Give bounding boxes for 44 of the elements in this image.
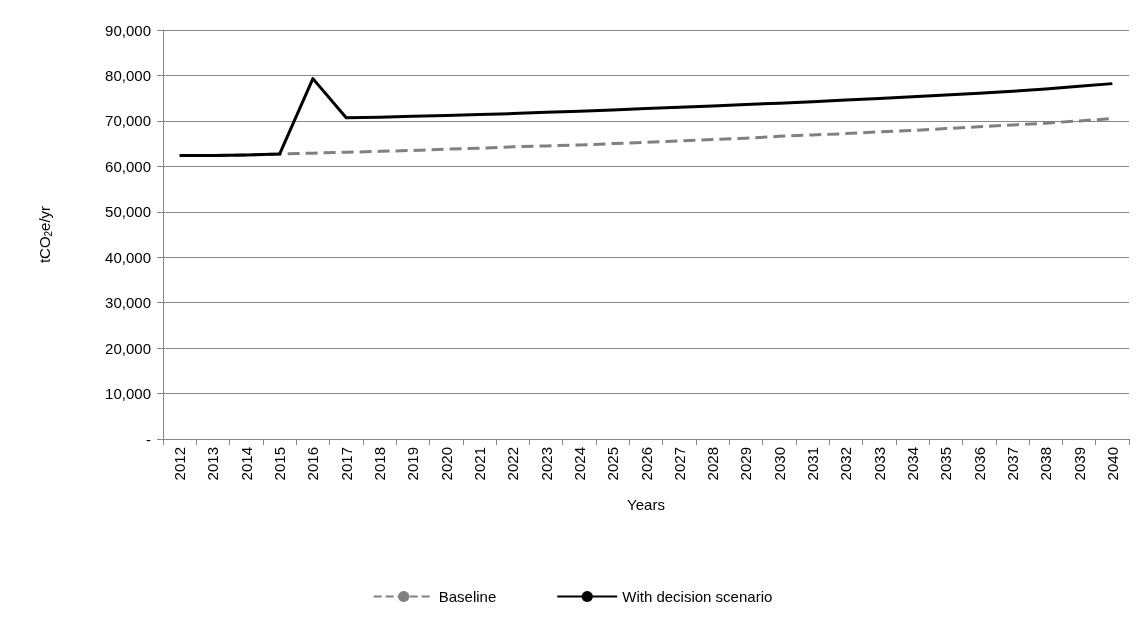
y-tick-label: 80,000 <box>105 66 151 84</box>
x-tick-label: 2017 <box>337 447 355 481</box>
y-axis-title: tCO2e/yr <box>35 205 54 264</box>
x-tick-label: 2039 <box>1070 447 1088 481</box>
x-tick-label: 2029 <box>737 447 755 481</box>
x-tick-label: 2026 <box>637 447 655 481</box>
y-tick-label: - <box>146 430 151 448</box>
x-tick-label: 2034 <box>903 447 921 481</box>
x-axis-title: Years <box>627 496 665 513</box>
x-tick-label: 2028 <box>704 447 722 481</box>
x-tick-label: 2016 <box>304 447 322 481</box>
x-tick-label: 2031 <box>804 447 822 481</box>
x-tick-label: 2032 <box>837 447 855 481</box>
y-tick-label: 90,000 <box>105 21 151 39</box>
x-tick-label: 2023 <box>537 447 555 481</box>
legend-label: With decision scenario <box>622 588 773 605</box>
x-tick-label: 2020 <box>437 447 455 481</box>
x-tick-label: 2021 <box>470 447 488 481</box>
x-tick-label: 2025 <box>604 447 622 481</box>
y-tick-label: 20,000 <box>105 339 151 357</box>
x-tick-label: 2024 <box>570 447 588 481</box>
x-tick-label: 2038 <box>1037 447 1055 481</box>
y-tick-label: 30,000 <box>105 294 151 312</box>
y-tick-label: 70,000 <box>105 112 151 130</box>
x-tick-label: 2027 <box>670 447 688 481</box>
y-tick-label: 50,000 <box>105 203 151 221</box>
x-tick-label: 2022 <box>504 447 522 481</box>
x-tick-label: 2033 <box>870 447 888 481</box>
x-tick-label: 2035 <box>937 447 955 481</box>
x-tick-label: 2015 <box>271 447 289 481</box>
x-tick-label: 2018 <box>371 447 389 481</box>
y-tick-label: 60,000 <box>105 157 151 175</box>
x-tick-label: 2012 <box>171 447 189 481</box>
y-tick-label: 40,000 <box>105 248 151 266</box>
x-tick-label: 2019 <box>404 447 422 481</box>
y-tick-label: 10,000 <box>105 385 151 403</box>
x-tick-label: 2030 <box>770 447 788 481</box>
line-series <box>178 77 1114 157</box>
x-tick-label: 2037 <box>1003 447 1021 481</box>
x-tick-label: 2013 <box>204 447 222 481</box>
x-tick-label: 2040 <box>1103 447 1121 481</box>
x-tick-label: 2014 <box>237 447 255 481</box>
x-tick-label: 2036 <box>970 447 988 481</box>
legend-label: Baseline <box>438 588 497 605</box>
